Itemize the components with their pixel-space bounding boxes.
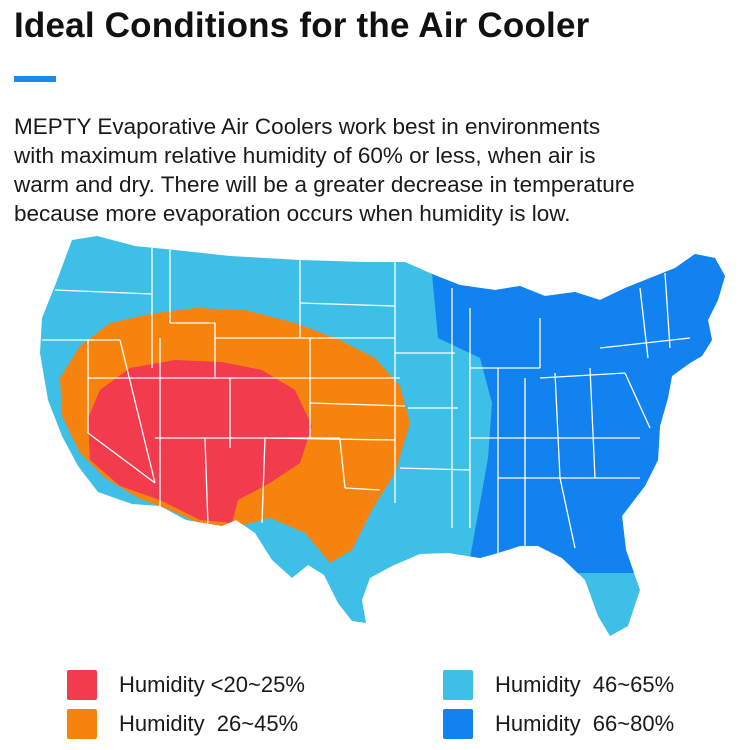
title-accent-bar	[14, 76, 56, 82]
legend-item-dry: Humidity 26~45%	[67, 709, 298, 739]
legend-item-very-dry: Humidity <20~25%	[67, 670, 305, 700]
legend-label: Humidity 26~45%	[119, 711, 299, 736]
intro-line: MEPTY Evaporative Air Coolers work best …	[14, 114, 601, 139]
legend-label: Humidity 66~80%	[495, 711, 675, 736]
legend-swatch	[443, 709, 473, 739]
legend-swatch	[443, 670, 473, 700]
legend-label: Humidity 46~65%	[495, 672, 675, 697]
humidity-map	[40, 236, 725, 636]
legend-item-humid: Humidity 66~80%	[443, 709, 674, 739]
intro-line: warm and dry. There will be a greater de…	[14, 172, 635, 197]
very-dry-zone	[88, 360, 312, 523]
legend-label: Humidity <20~25%	[119, 672, 305, 697]
legend-item-moderate: Humidity 46~65%	[443, 670, 674, 700]
state-borders	[42, 240, 691, 553]
intro-line: because more evaporation occurs when hum…	[14, 201, 571, 226]
legend-swatch	[67, 709, 97, 739]
intro-line: with maximum relative humidity of 60% or…	[14, 143, 596, 168]
page-title: Ideal Conditions for the Air Cooler	[14, 6, 590, 45]
intro-paragraph: MEPTY Evaporative Air Coolers work best …	[14, 112, 734, 228]
legend-swatch	[67, 670, 97, 700]
